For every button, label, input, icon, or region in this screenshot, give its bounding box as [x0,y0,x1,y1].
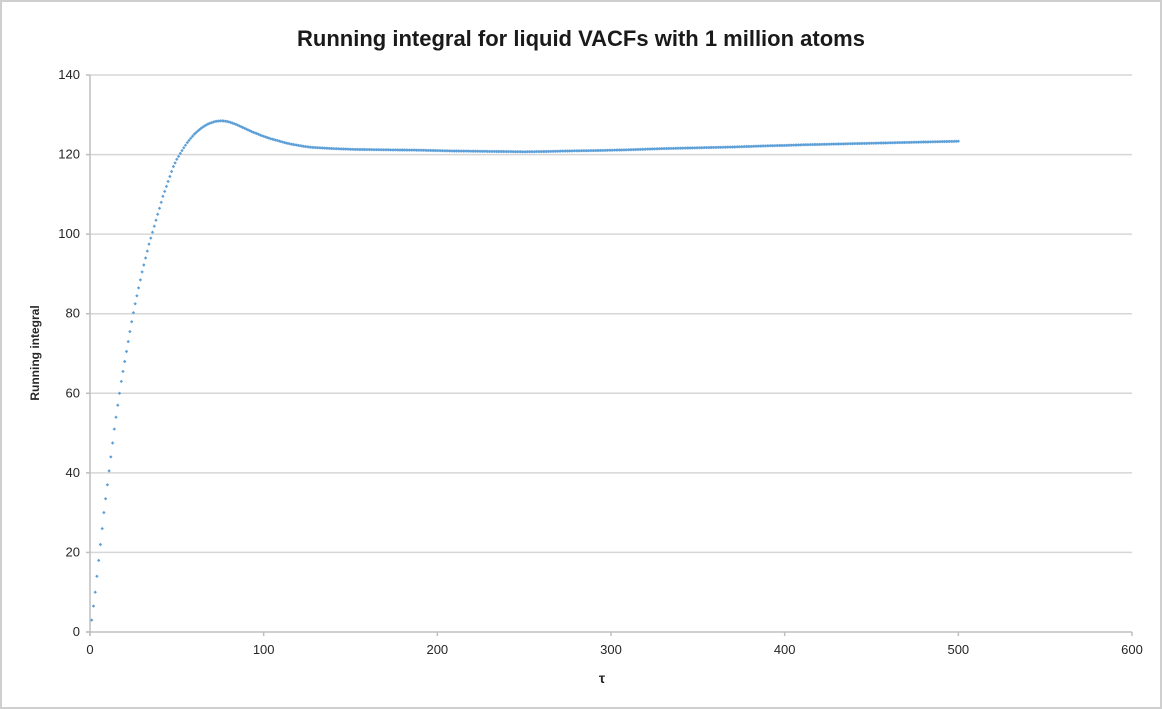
x-tick-label: 600 [1121,642,1143,657]
x-tick-label: 400 [774,642,796,657]
y-tick-label: 140 [58,67,80,82]
x-tick-label: 200 [426,642,448,657]
y-tick-label: 60 [66,385,80,400]
x-tick-label: 300 [600,642,622,657]
y-tick-label: 0 [73,624,80,639]
chart-title: Running integral for liquid VACFs with 1… [297,26,865,51]
x-axis-title: τ [598,670,606,686]
y-tick-label: 120 [58,147,80,162]
x-tick-label: 500 [947,642,969,657]
y-tick-label: 20 [66,544,80,559]
y-tick-label: 40 [66,465,80,480]
data-series-markers [90,119,960,622]
x-tick-label: 0 [86,642,93,657]
x-tick-label: 100 [253,642,275,657]
y-tick-label: 100 [58,226,80,241]
y-tick-label: 80 [66,306,80,321]
